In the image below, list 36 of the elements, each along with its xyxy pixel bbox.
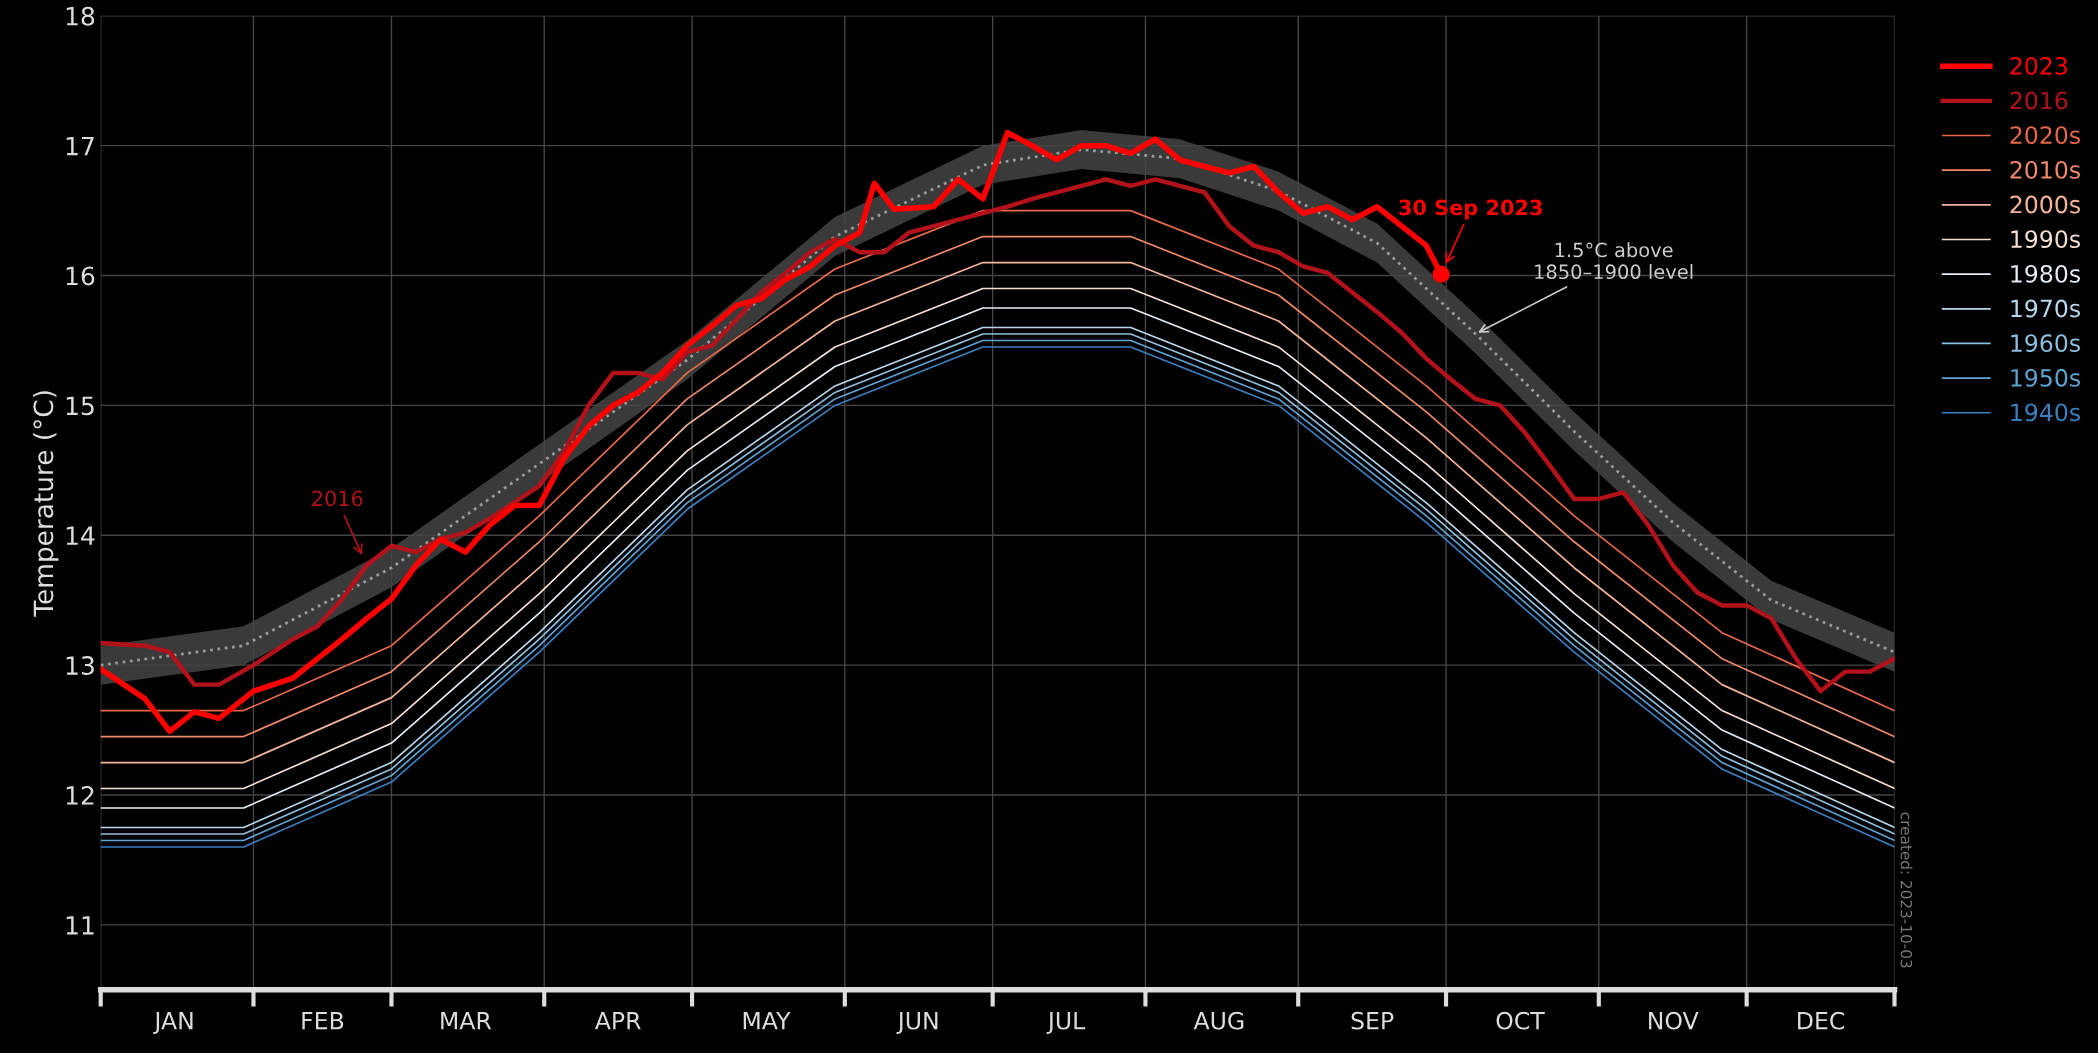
x-tick-label: OCT: [1496, 1011, 1545, 1030]
legend-label: 1970s: [2011, 299, 2080, 318]
legend-label: 2000s: [2010, 195, 2080, 214]
y-tick-label: 17: [66, 136, 94, 156]
x-tick-label: SEP: [1351, 1011, 1394, 1030]
legend-label: 2016: [2010, 91, 2068, 110]
legend-label: 1980s: [2011, 264, 2080, 283]
x-tick-label: AUG: [1193, 1011, 1244, 1030]
text: created: 2023-10-03: [1900, 812, 1913, 968]
legend-label: 1950s: [2011, 368, 2080, 387]
legend-label: 1990s: [2011, 230, 2080, 249]
x-tick-label: JUN: [896, 1012, 938, 1035]
legend-label: 2020s: [2010, 126, 2080, 145]
x-tick-label: NOV: [1649, 1011, 1699, 1030]
y-tick-label: 11: [66, 916, 94, 935]
y-tick-label: 18: [66, 6, 95, 26]
x-tick-label: FEB: [302, 1012, 344, 1030]
y-tick-label: 14: [66, 526, 95, 545]
x-tick-label: APR: [594, 1012, 641, 1030]
legend-label: 2010s: [2010, 160, 2080, 179]
legend-label: 1960s: [2011, 334, 2080, 353]
x-tick-label: MAY: [743, 1012, 791, 1030]
legend-label: 2023: [2010, 56, 2067, 75]
y-tick-label: 13: [66, 656, 94, 675]
annotation: 30 Sep 2023: [1399, 199, 1542, 220]
x-tick-label: DEC: [1798, 1011, 1845, 1030]
annotation: 2016: [312, 490, 363, 507]
y-tick-label: 16: [66, 266, 95, 286]
legend-label: 1940s: [2011, 403, 2080, 422]
x-tick-label: JAN: [153, 1012, 193, 1035]
y-tick-label: 15: [66, 396, 94, 416]
annotation: 1.5°C above 1850–1900 level: [1535, 242, 1693, 280]
x-tick-label: JUL: [1046, 1012, 1086, 1035]
y-tick-label: 12: [66, 785, 94, 805]
y-axis-title: Temperature (°C): [32, 391, 59, 617]
x-tick-label: MAR: [441, 1012, 492, 1030]
